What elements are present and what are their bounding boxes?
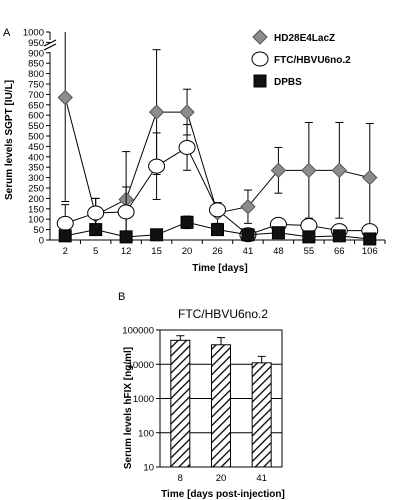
chart-a-data-point (240, 199, 256, 215)
chart-a-data-point (150, 228, 164, 242)
chart-a-x-tick-label: 2 (63, 246, 68, 257)
chart-b-bar (211, 344, 231, 468)
chart-b-y-tick-label: 10 (143, 463, 154, 474)
chart-b-bar (251, 362, 272, 468)
chart-a-axis-break-mark (43, 43, 57, 51)
chart-a-x-tick-label: 15 (151, 246, 162, 257)
chart-b-x-tick-label: 20 (216, 473, 227, 484)
chart-a-legend-marker (251, 51, 269, 67)
chart-a-legend-marker (253, 74, 267, 88)
chart-a-y-tick-label: 300 (28, 173, 44, 184)
chart-a-data-point (179, 104, 195, 120)
chart-a-y-tick-label: 450 (28, 142, 44, 153)
chart-a-data-point (117, 204, 135, 220)
chart-a-y-tick-label: 200 (28, 194, 44, 205)
chart-b-title: FTC/HBVU6no.2 (178, 307, 268, 321)
chart-a-series (56, 32, 379, 246)
chart-a-x-tick-label: 5 (93, 246, 98, 257)
chart-a-y-tick-label: 0 (39, 236, 44, 247)
chart-b-bar (170, 339, 191, 468)
chart-a-y-tick-label: 750 (28, 80, 44, 91)
chart-b: B FTC/HBVU6no.2 Serum levels hFIX [ng/ml… (118, 291, 285, 500)
chart-b-y-tick-label: 100 (138, 428, 154, 439)
chart-a-data-point (58, 229, 72, 243)
chart-a-data-point (332, 229, 346, 243)
chart-a-x-tick-label: 12 (121, 246, 132, 257)
chart-a-legend-label: HD28E4LacZ (274, 33, 335, 44)
chart-a-x-tick-label: 20 (182, 246, 193, 257)
chart-a-data-point (331, 162, 348, 179)
chart-a-data-point (56, 215, 74, 231)
chart-a-x-axis-label: Time [days] (192, 263, 247, 274)
chart-a-y-tick-label: 550 (28, 121, 44, 132)
chart-a-series-line (64, 97, 370, 216)
chart-a-data-point (180, 215, 194, 229)
chart-b-x-tick-label: 8 (178, 473, 183, 484)
chart-a-data-point (209, 202, 226, 218)
chart-a-data-point (363, 232, 377, 246)
chart-a-data-point (119, 230, 133, 244)
chart-a-axes: 0501001502002503003504004505005506006507… (23, 28, 386, 257)
chart-a-data-point (300, 217, 318, 233)
chart-a-data-point (302, 230, 316, 244)
chart-a-y-tick-label: 1000 (23, 28, 44, 39)
chart-a-y-tick-label: 150 (28, 204, 44, 215)
chart-b-x-tick-label: 41 (256, 473, 267, 484)
chart-a-y-tick-label: 700 (28, 90, 44, 101)
chart-a-y-tick-label: 950 (28, 38, 44, 49)
chart-a-data-point (148, 104, 165, 120)
panel-label-b: B (118, 291, 125, 303)
chart-a-x-tick-label: 66 (334, 246, 345, 257)
chart-a: A Serum levels SGPT [IU/L] Time [days] 0… (3, 27, 386, 274)
chart-a-x-tick-label: 55 (304, 246, 315, 257)
chart-a-series-2 (58, 215, 377, 246)
chart-a-legend: HD28E4LacZ FTC/HBVU6no.2 DPBS (251, 29, 351, 88)
chart-a-legend-marker (252, 29, 268, 45)
chart-a-data-point (178, 139, 196, 155)
chart-b-x-axis-label: Time [days post-injection] (161, 489, 285, 500)
chart-a-data-point (87, 205, 105, 221)
chart-b-bars (170, 335, 272, 468)
chart-a-x-tick-label: 106 (362, 246, 378, 257)
chart-a-y-tick-label: 350 (28, 163, 44, 174)
chart-a-x-tick-label: 26 (212, 246, 223, 257)
chart-a-legend-label: FTC/HBVU6no.2 (274, 55, 351, 66)
chart-a-data-point (89, 223, 103, 237)
chart-a-y-tick-label: 900 (28, 48, 44, 59)
chart-a-data-point (271, 226, 285, 240)
chart-a-y-axis-label: Serum levels SGPT [IU/L] (4, 80, 15, 200)
chart-a-x-tick-label: 41 (243, 246, 254, 257)
chart-a-y-tick-label: 400 (28, 152, 44, 163)
chart-a-data-point (362, 169, 378, 186)
chart-a-data-point (301, 162, 317, 179)
chart-a-data-point (211, 223, 224, 237)
chart-a-legend-label: DPBS (274, 77, 302, 88)
chart-a-x-tick-label: 48 (273, 246, 284, 257)
chart-b-y-tick-label: 100000 (122, 326, 154, 337)
chart-b-y-tick-label: 1000 (133, 394, 154, 405)
chart-a-y-tick-label: 650 (28, 100, 44, 111)
chart-a-y-tick-label: 250 (28, 184, 44, 195)
chart-a-y-tick-label: 850 (28, 59, 44, 70)
chart-a-y-tick-label: 500 (28, 132, 44, 143)
chart-b-y-axis-label: Serum levels hFIX [ng/ml] (123, 347, 134, 469)
panel-label-a: A (3, 27, 11, 39)
chart-a-y-tick-label: 100 (28, 215, 44, 226)
chart-a-data-point (241, 228, 255, 242)
chart-a-y-tick-label: 800 (28, 69, 44, 80)
chart-b-y-tick-label: 10000 (128, 360, 154, 371)
chart-a-y-tick-label: 50 (33, 225, 44, 236)
chart-a-y-tick-label: 600 (28, 111, 44, 122)
chart-a-axis-break-mark (43, 39, 57, 47)
chart-a-data-point (148, 158, 166, 174)
chart-a-data-point (270, 162, 287, 179)
chart-a-data-point (57, 89, 73, 106)
